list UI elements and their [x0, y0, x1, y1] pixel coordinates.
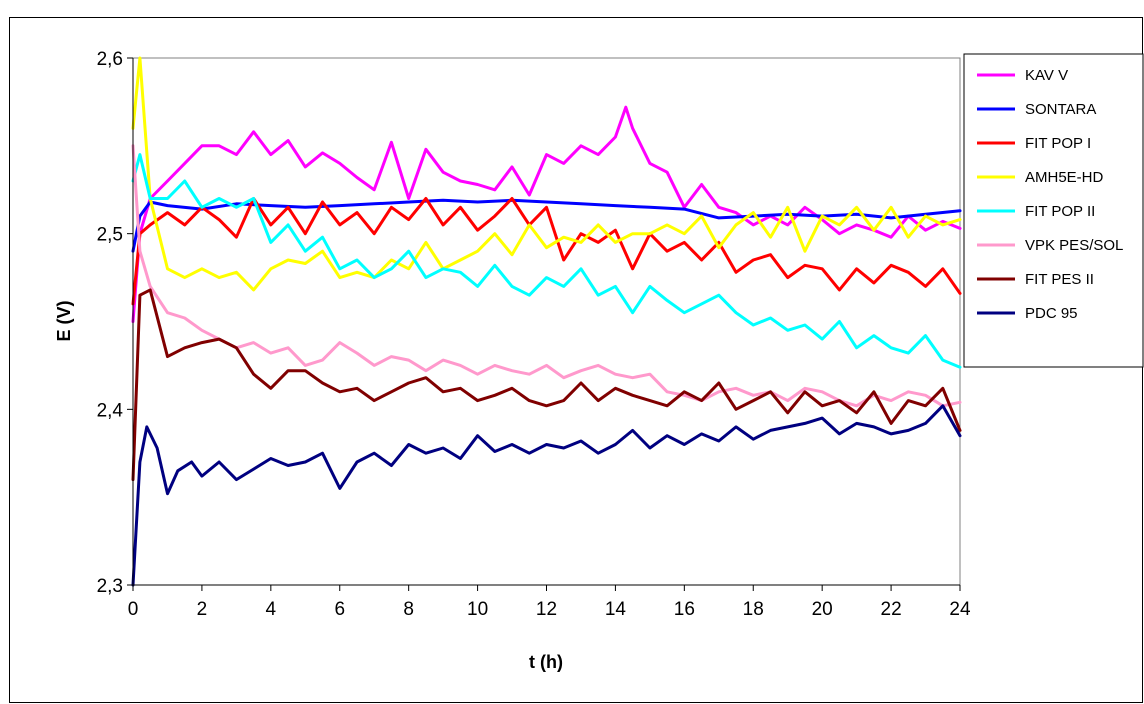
x-tick-label: 18	[743, 599, 764, 620]
legend-label-1: SONTARA	[1025, 101, 1096, 118]
legend-label-4: FIT POP II	[1025, 203, 1095, 220]
x-tick-label: 14	[605, 599, 627, 620]
y-tick-label: 2,4	[97, 400, 124, 421]
y-tick-label: 2,3	[97, 576, 123, 597]
y-tick-label: 2,5	[97, 225, 123, 246]
y-tick-label: 2,6	[97, 49, 123, 70]
x-tick-label: 24	[949, 599, 971, 620]
x-tick-label: 4	[266, 599, 277, 620]
x-tick-label: 0	[128, 599, 139, 620]
series-line-6	[131, 288, 962, 482]
x-tick-label: 20	[812, 599, 833, 620]
x-tick-label: 10	[467, 599, 488, 620]
x-tick-label: 2	[197, 599, 208, 620]
legend-label-3: AMH5E-HD	[1025, 169, 1104, 186]
legend: KAV V SONTARA FIT POP I AMH5E-HD FIT POP II V…	[963, 53, 1144, 368]
x-tick-label: 6	[334, 599, 345, 620]
series-line-5	[131, 144, 962, 408]
x-axis-title: t (h)	[529, 652, 563, 672]
series-line-3	[131, 56, 962, 292]
plot-area	[132, 57, 961, 586]
legend-items: KAV V SONTARA FIT POP I AMH5E-HD FIT POP II V…	[977, 67, 1123, 322]
legend-label-2: FIT POP I	[1025, 135, 1091, 152]
legend-label-6: FIT PES II	[1025, 271, 1094, 288]
x-tick-label: 22	[881, 599, 902, 620]
series-line-7	[131, 404, 962, 587]
legend-label-0: KAV V	[1025, 67, 1068, 84]
legend-label-7: PDC 95	[1025, 305, 1078, 322]
axes-layer: 0 2 4 6 8 10 12 14 16 18 20 22 242,32,42,52,6	[97, 49, 971, 620]
x-tick-label: 16	[674, 599, 695, 620]
x-tick-label: 8	[403, 599, 414, 620]
x-tick-label: 12	[536, 599, 557, 620]
series-layer	[131, 56, 962, 587]
series-line-4	[131, 153, 962, 369]
y-axis-title: E (V)	[54, 300, 74, 341]
legend-label-5: VPK PES/SOL	[1025, 237, 1123, 254]
